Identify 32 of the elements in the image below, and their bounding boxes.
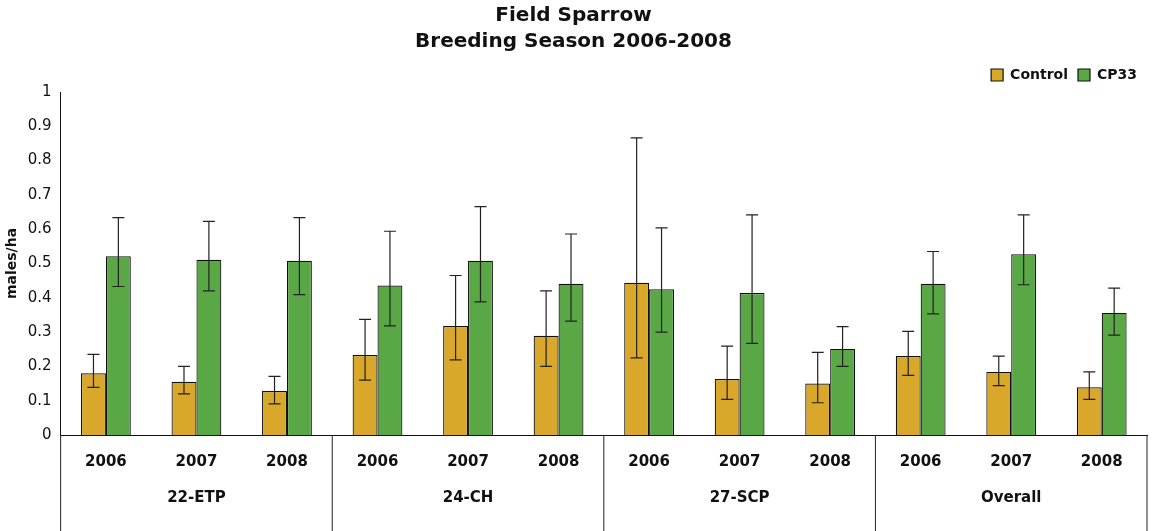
text: 22-ETP xyxy=(167,487,226,506)
y-tick-label: 0.1 xyxy=(27,390,52,409)
y-tick-label: 0.9 xyxy=(27,116,52,135)
x-tick-label: 2007 xyxy=(990,451,1033,470)
x-tick-label: 2008 xyxy=(1080,451,1123,470)
x-tick-label: 2006 xyxy=(356,451,399,470)
x-tick-label: 2008 xyxy=(537,451,580,470)
x-tick-label: 2008 xyxy=(809,451,852,470)
chart-subtitle: Breeding Season 2006-2008 xyxy=(415,28,732,53)
y-tick-label: 0.8 xyxy=(27,150,52,169)
legend-label: CP33 xyxy=(1096,65,1138,82)
x-tick-label: 2006 xyxy=(899,451,942,470)
y-tick-label: 1 xyxy=(42,81,52,100)
y-tick-label: 0.6 xyxy=(27,219,52,238)
legend-label: Control xyxy=(1010,65,1068,82)
x-tick-label: 2007 xyxy=(447,451,489,470)
text: 27-SCP xyxy=(709,487,770,506)
text: Overall xyxy=(980,487,1042,506)
y-tick-label: 0.7 xyxy=(27,184,52,203)
y-tick-label: 0.5 xyxy=(27,253,52,272)
x-tick-label: 2006 xyxy=(85,451,127,470)
x-tick-label: 2008 xyxy=(266,451,308,470)
chart-title: Field Sparrow xyxy=(495,2,652,27)
x-tick-label: 2007 xyxy=(718,451,761,470)
text: 24-CH xyxy=(442,487,494,506)
y-tick-label: 0.2 xyxy=(27,356,52,375)
y-tick-label: 0.3 xyxy=(27,321,52,340)
x-tick-label: 2007 xyxy=(175,451,218,470)
y-tick-label: 0.4 xyxy=(27,287,52,306)
y-tick-label: 0 xyxy=(42,424,52,443)
y-axis-title: males/ha xyxy=(3,227,20,300)
x-tick-label: 2006 xyxy=(628,451,670,470)
